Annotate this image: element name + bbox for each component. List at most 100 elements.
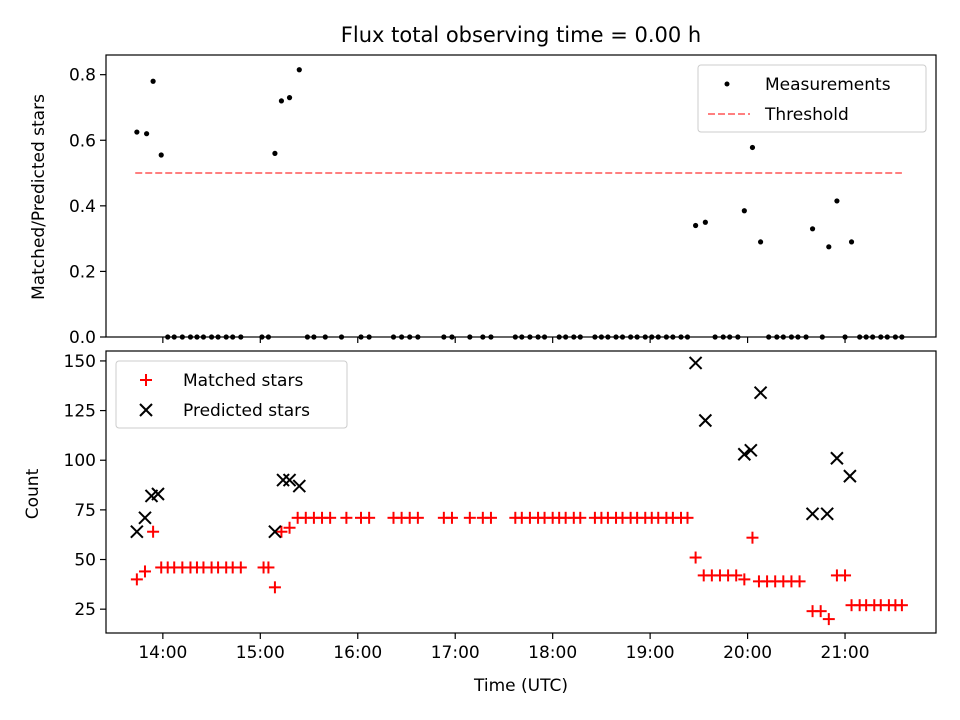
bottom-y-tick-label: 125 bbox=[64, 402, 96, 422]
matched-star-point bbox=[275, 525, 288, 538]
bottom-y-axis-label: Count bbox=[23, 468, 43, 519]
measurement-point bbox=[749, 144, 756, 151]
bottom-x-tick-label: 19:00 bbox=[626, 643, 675, 663]
matched-star-point bbox=[822, 613, 835, 626]
top-y-tick-label: 0.4 bbox=[69, 197, 96, 217]
top-axes: 0.0 0.2 0.4 0.6 0.8 bbox=[69, 66, 846, 348]
bottom-y-tick-label: 75 bbox=[74, 501, 96, 521]
legend-measurements-marker bbox=[724, 81, 730, 87]
matched-star-point bbox=[234, 561, 247, 574]
predicted-star-point bbox=[688, 356, 703, 370]
predicted-star-point bbox=[292, 479, 306, 493]
bottom-marks bbox=[130, 356, 908, 626]
matched-star-point bbox=[445, 511, 458, 524]
matched-star-point bbox=[793, 575, 806, 588]
measurement-point bbox=[702, 219, 708, 225]
matched-star-point bbox=[147, 525, 160, 538]
top-legend: Measurements Threshold bbox=[697, 64, 927, 133]
measurement-point bbox=[741, 208, 747, 214]
legend-matched-marker bbox=[140, 374, 152, 386]
top-panel: 0.00.20.40.60.8 Matched/Predicted stars … bbox=[29, 54, 937, 348]
matched-star-point bbox=[738, 573, 751, 586]
bottom-panel: 25 50 75 100 125 150 14:00 15:00 16:00 17:00 18:00… bbox=[23, 350, 937, 696]
bottom-y-tick-label: 100 bbox=[64, 451, 96, 471]
predicted-star-point bbox=[130, 525, 144, 539]
bottom-y-tick-label: 25 bbox=[74, 600, 96, 620]
bottom-x-tick-label: 16:00 bbox=[333, 643, 382, 663]
bottom-x-tick-label: 18:00 bbox=[528, 643, 577, 663]
predicted-star-point bbox=[843, 469, 857, 483]
matched-star-point bbox=[730, 569, 743, 582]
measurement-point bbox=[848, 239, 855, 245]
top-y-tick-label: 0.6 bbox=[69, 131, 96, 151]
predicted-star-point bbox=[737, 447, 752, 461]
matched-star-point bbox=[411, 511, 424, 524]
bottom-axes-frame bbox=[105, 350, 937, 634]
matched-star-point bbox=[324, 511, 337, 524]
matched-star-point bbox=[814, 605, 827, 618]
matched-star-point bbox=[262, 561, 275, 574]
matched-star-point bbox=[363, 511, 376, 524]
bottom-x-tick-label: 15:00 bbox=[236, 643, 285, 663]
measurement-point bbox=[150, 78, 156, 84]
top-y-axis-label: Matched/Predicted stars bbox=[29, 94, 49, 300]
top-y-tick-label: 0.0 bbox=[69, 328, 96, 348]
measurement-point bbox=[296, 67, 302, 73]
predicted-star-point bbox=[282, 473, 297, 487]
measurement-point bbox=[134, 129, 140, 135]
measurement-point bbox=[286, 95, 293, 101]
predicted-star-point bbox=[268, 525, 282, 539]
legend-threshold-label: Threshold bbox=[764, 105, 849, 125]
matched-star-point bbox=[746, 531, 759, 544]
legend-predicted-marker bbox=[139, 403, 153, 417]
predicted-star-point bbox=[753, 385, 768, 400]
legend-measurements-label: Measurements bbox=[765, 75, 891, 95]
matched-star-point bbox=[839, 569, 852, 582]
measurement-point bbox=[144, 131, 150, 137]
measurement-point bbox=[278, 98, 285, 104]
bottom-legend: Matched stars Predicted stars bbox=[115, 360, 348, 429]
matched-star-point bbox=[574, 511, 587, 524]
legend-predicted-label: Predicted stars bbox=[183, 401, 310, 421]
top-y-tick-label: 0.8 bbox=[69, 66, 96, 86]
bottom-x-tick-label: 14:00 bbox=[138, 643, 187, 663]
matched-star-point bbox=[138, 565, 151, 578]
measurement-point bbox=[826, 244, 832, 250]
figure-title: Flux total observing time = 0.00 h bbox=[341, 23, 701, 47]
bottom-y-tick-label: 50 bbox=[74, 551, 96, 571]
measurement-point bbox=[693, 222, 699, 229]
matched-star-point bbox=[130, 573, 143, 586]
legend-matched-label: Matched stars bbox=[183, 371, 303, 391]
matched-star-point bbox=[463, 511, 476, 524]
matched-star-point bbox=[689, 551, 702, 564]
top-legend-frame bbox=[697, 64, 927, 133]
measurement-point bbox=[834, 198, 840, 204]
measurement-point bbox=[272, 150, 278, 156]
measurement-point bbox=[158, 152, 164, 158]
top-y-tick-label: 0.2 bbox=[69, 262, 96, 282]
predicted-star-point bbox=[151, 487, 165, 501]
matched-star-point bbox=[268, 581, 281, 594]
matched-star-point bbox=[681, 511, 694, 524]
predicted-star-point bbox=[276, 473, 290, 487]
bottom-x-tick-label: 20:00 bbox=[723, 643, 772, 663]
bottom-y-tick-label: 150 bbox=[64, 352, 96, 372]
predicted-star-point bbox=[805, 507, 820, 521]
measurement-point bbox=[809, 226, 816, 232]
measurement-point bbox=[757, 239, 764, 245]
bottom-x-tick-label: 17:00 bbox=[431, 643, 480, 663]
predicted-star-point bbox=[698, 413, 713, 428]
matched-star-point bbox=[283, 521, 296, 534]
matched-star-point bbox=[895, 599, 908, 612]
bottom-x-axis-label: Time (UTC) bbox=[473, 676, 568, 696]
top-marks bbox=[134, 67, 905, 340]
bottom-x-tick-label: 21:00 bbox=[821, 643, 870, 663]
matched-star-point bbox=[484, 511, 497, 524]
top-axes-frame bbox=[105, 54, 937, 338]
matched-star-point bbox=[340, 511, 353, 524]
bottom-axes: 25 50 75 100 125 150 14:00 15:00 16:00 17:00 18:00… bbox=[64, 352, 870, 663]
predicted-star-point bbox=[830, 451, 844, 465]
predicted-star-point bbox=[820, 507, 834, 521]
predicted-star-point bbox=[138, 511, 152, 525]
